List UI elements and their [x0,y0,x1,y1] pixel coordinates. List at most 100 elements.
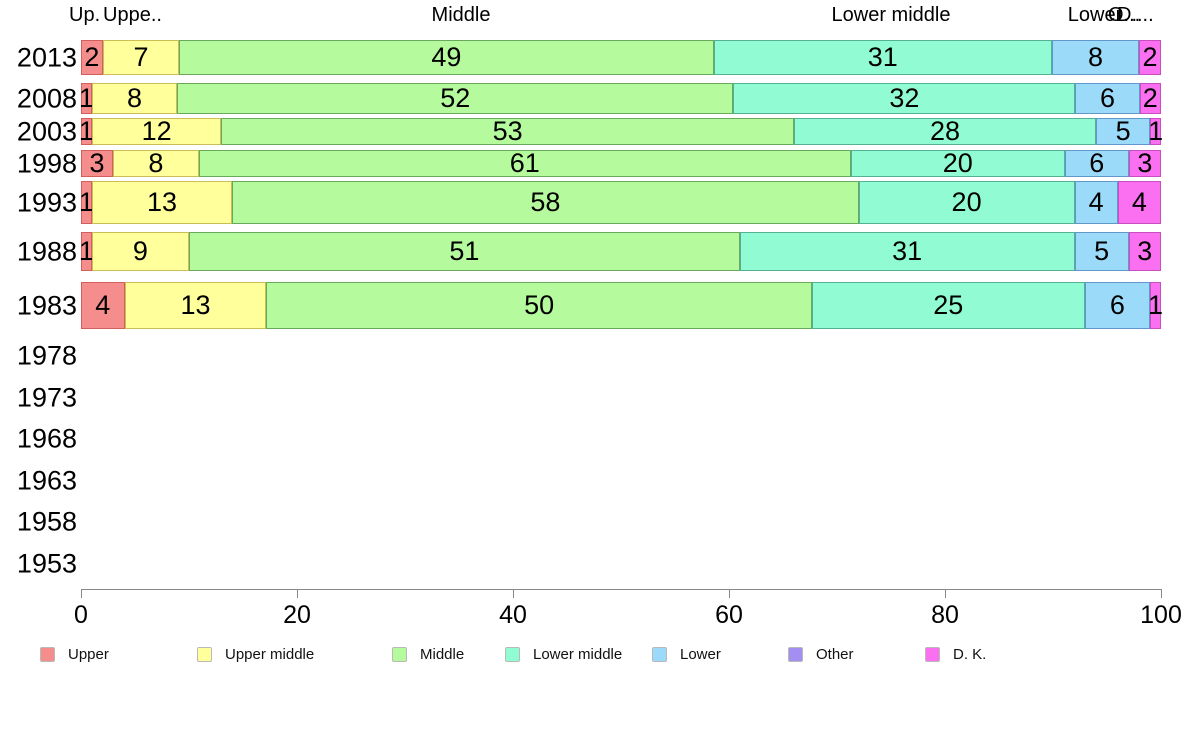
year-label: 2013 [16,42,77,72]
bar-value-label: 2 [1142,83,1158,113]
bar-segment-lower-middle[interactable]: 32 [733,83,1076,114]
legend-item-upper[interactable]: Upper [40,646,109,663]
bar-value-label: 50 [524,290,555,320]
column-header: Uppe.. [103,4,162,26]
bar-segment-d-k[interactable]: 2 [1139,83,1161,114]
bar-segment-d-k[interactable]: 2 [1139,40,1161,75]
bar-value-label: 5 [1115,116,1131,146]
bar-segment-lower[interactable]: 6 [1084,282,1151,329]
x-axis-tick-label: 80 [931,601,959,629]
bar-value-label: 6 [1099,83,1116,113]
legend-item-other[interactable]: Other [788,646,854,663]
bar-segment-lower[interactable]: 6 [1075,83,1140,114]
legend-item-lower[interactable]: Lower [652,646,721,663]
bar-segment-d-k[interactable]: 3 [1128,148,1161,178]
bar-segment-middle[interactable]: 52 [177,83,734,114]
legend-label: D. K. [953,646,987,663]
legend-label: Other [816,646,854,663]
bar-value-label: 3 [1137,148,1153,178]
column-header: D.... [1117,4,1154,26]
legend-item-lower-middle[interactable]: Lower middle [505,646,622,663]
bar-segment-d-k[interactable]: 4 [1117,181,1161,224]
bar-segment-upper[interactable]: 1 [79,232,94,271]
bar-segment-middle[interactable]: 49 [179,40,714,75]
bar-segment-d-k[interactable]: 3 [1128,232,1161,271]
bar-segment-d-k[interactable]: 1 [1148,282,1163,329]
legend-label: Middle [420,646,465,663]
bar-segment-lower-middle[interactable]: 20 [850,148,1065,178]
x-axis-tick-label: 60 [715,601,743,629]
bar-segment-lower[interactable]: 4 [1074,181,1118,224]
bar-row: 1 13 58 20 4 4 [78,181,1161,224]
bar-segment-lower-middle[interactable]: 20 [858,181,1075,224]
bar-segment-lower-middle[interactable]: 28 [793,118,1097,145]
legend-item-middle[interactable]: Middle [392,646,464,663]
bar-segment-upper[interactable]: 4 [81,282,125,329]
bar-segment-upper-middle[interactable]: 9 [91,232,189,271]
bar-segment-upper[interactable]: 1 [79,83,94,114]
bar-row: 1 9 51 31 5 3 [79,232,1161,271]
bar-segment-upper-middle[interactable]: 12 [91,116,222,146]
bar-segment-upper-middle[interactable]: 7 [102,40,180,75]
legend-item-upper-middle[interactable]: Upper middle [197,646,314,663]
bar-segment-middle[interactable]: 53 [221,116,794,146]
column-header: Up. [69,4,101,26]
legend-swatch-icon [40,647,55,662]
bar-value-label: 53 [492,116,523,146]
bar-segment-middle[interactable]: 58 [232,181,859,224]
bar-value-label: 8 [1087,42,1104,72]
bar-value-label: 20 [942,148,973,178]
legend-label: Upper [68,646,109,663]
bar-value-label: 58 [530,187,561,217]
bar-value-label: 13 [146,187,178,217]
year-label: 1978 [16,340,77,371]
bar-row: 1 8 52 32 6 2 [79,83,1161,114]
bar-value-label: 2 [1142,42,1158,72]
legend-swatch-icon [788,647,803,662]
bar-segment-upper-middle[interactable]: 8 [91,83,178,114]
x-axis-line [81,589,1161,590]
bar-segment-lower[interactable]: 8 [1051,40,1140,75]
bar-value-label: 49 [431,42,462,72]
bar-segment-middle[interactable]: 50 [266,282,812,329]
bar-value-label: 8 [148,148,164,178]
bar-value-label: 3 [1137,236,1153,266]
bar-segment-lower[interactable]: 6 [1064,148,1129,178]
legend-swatch-icon [652,647,667,662]
x-axis-tick [297,589,298,598]
x-axis-tick-label: 0 [74,601,88,629]
bar-value-label: 1 [78,187,94,217]
bar-value-label: 31 [892,236,923,266]
bar-value-label: 51 [449,236,480,266]
bar-segment-upper-middle[interactable]: 13 [91,181,233,224]
year-label: 1953 [16,548,77,578]
bar-value-label: 4 [1131,187,1147,217]
bar-segment-lower-middle[interactable]: 31 [713,40,1052,75]
bar-segment-upper[interactable]: 2 [81,40,103,75]
bar-segment-lower-middle[interactable]: 31 [739,232,1075,271]
column-header: Lower [1067,4,1123,26]
bar-segment-upper-middle[interactable]: 13 [124,282,267,329]
year-label: 1973 [16,382,77,412]
year-label: 1988 [16,236,77,266]
bar-value-label: 6 [1089,148,1105,178]
x-axis-tick [1161,589,1162,598]
bar-segment-lower[interactable]: 5 [1096,116,1151,146]
bar-segment-upper[interactable]: 1 [78,181,94,224]
bar-segment-upper[interactable]: 3 [81,150,114,177]
legend-item-d-k[interactable]: D. K. [925,646,986,663]
bar-value-label: 5 [1094,236,1110,266]
bar-value-label: 4 [95,290,111,320]
bar-segment-upper-middle[interactable]: 8 [113,150,199,177]
x-axis-tick-label: 20 [283,601,311,629]
bar-value-label: 1 [1148,116,1164,146]
x-axis-tick-label: 100 [1140,601,1182,629]
bar-segment-middle[interactable]: 51 [188,232,740,271]
bar-segment-middle[interactable]: 61 [198,150,851,177]
bar-segment-d-k[interactable]: 1 [1148,116,1164,146]
bar-segment-upper[interactable]: 1 [79,118,94,145]
bar-segment-lower-middle[interactable]: 25 [811,282,1085,329]
bar-value-label: 12 [141,116,172,146]
legend-label: Lower [680,646,721,663]
bar-segment-lower[interactable]: 5 [1074,232,1129,271]
